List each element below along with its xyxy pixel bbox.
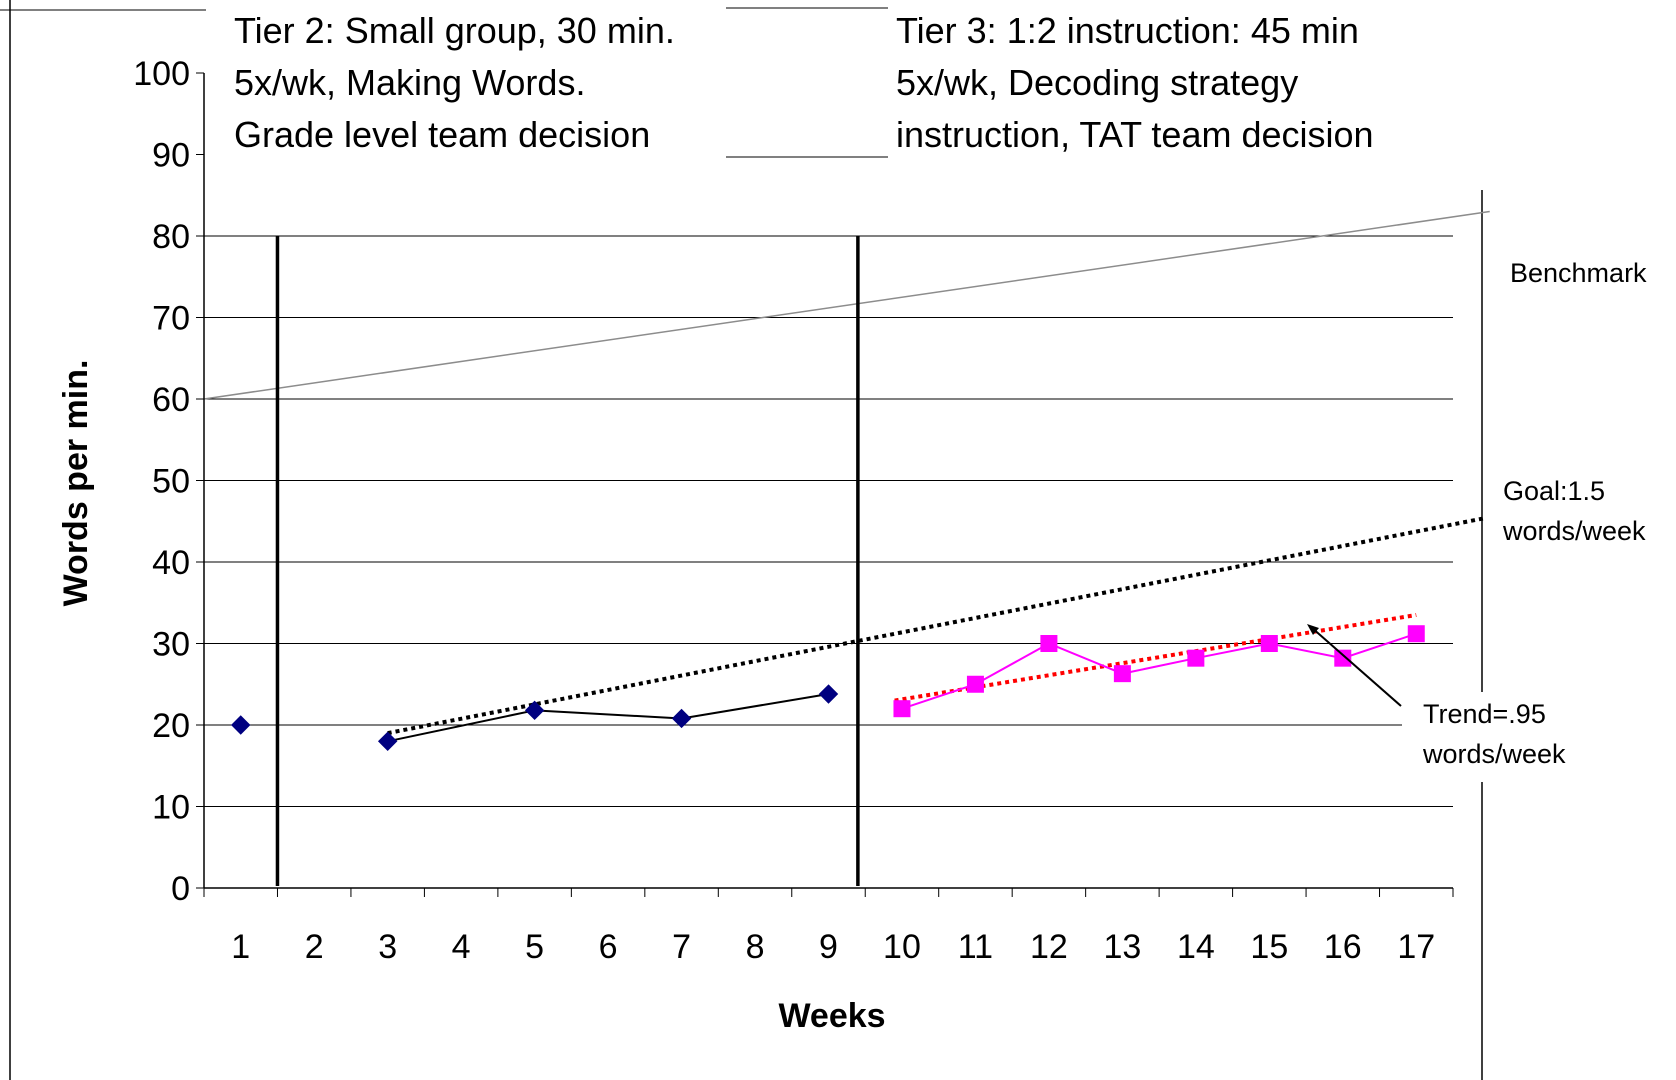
tier2-note: Tier 2: Small group, 30 min. 5x/wk, Maki… bbox=[234, 10, 685, 155]
trend-arrow bbox=[1310, 626, 1402, 707]
tier3-line bbox=[901, 632, 1417, 710]
tier2-note-box bbox=[212, 4, 724, 160]
x-tick-label-13: 13 bbox=[1103, 928, 1141, 966]
tier2-note-line-3: Grade level team decision bbox=[234, 114, 650, 155]
x-tick-label-7: 7 bbox=[672, 928, 691, 966]
trend-arrowhead bbox=[1307, 624, 1319, 635]
y-tick-label-70: 70 bbox=[152, 300, 190, 338]
gridlines bbox=[204, 235, 1453, 807]
tier3-note: Tier 3: 1:2 instruction: 45 min 5x/wk, D… bbox=[896, 10, 1374, 155]
benchmark-line bbox=[203, 210, 1490, 400]
tier2-point-week-7 bbox=[671, 708, 692, 729]
trend-note-line-2: words/week bbox=[1422, 739, 1566, 769]
tier3-note-line-1: Tier 3: 1:2 instruction: 45 min bbox=[896, 10, 1359, 51]
y-tick-label-50: 50 bbox=[152, 463, 190, 501]
tier3-point-week-12 bbox=[1040, 635, 1058, 652]
x-tick-label-5: 5 bbox=[525, 928, 544, 966]
tier3-point-week-13 bbox=[1113, 665, 1131, 683]
y-tick-label-90: 90 bbox=[152, 137, 190, 175]
goal-note-box bbox=[1484, 468, 1676, 550]
x-tick-label-1: 1 bbox=[231, 928, 250, 966]
goal-note: Goal:1.5 words/week bbox=[1502, 476, 1646, 546]
x-tick-label-12: 12 bbox=[1030, 928, 1068, 966]
tier3-note-line-2: 5x/wk, Decoding strategy bbox=[896, 62, 1298, 103]
x-tick-label-6: 6 bbox=[599, 928, 618, 966]
baseline-point-week-1 bbox=[231, 715, 251, 735]
x-tick-label-16: 16 bbox=[1324, 928, 1362, 966]
tier3-note-line-3: instruction, TAT team decision bbox=[896, 114, 1374, 155]
trend-note-box bbox=[1402, 692, 1598, 782]
tier3-point-week-11 bbox=[966, 675, 984, 693]
x-axis-title: Weeks bbox=[778, 997, 885, 1035]
tier3-point-week-10 bbox=[893, 700, 911, 718]
goal-line bbox=[387, 515, 1491, 736]
x-tick-label-15: 15 bbox=[1250, 928, 1288, 966]
y-tick-label-40: 40 bbox=[152, 544, 190, 582]
tier2-note-line-2: 5x/wk, Making Words. bbox=[234, 62, 585, 103]
tier2-point-week-9 bbox=[818, 684, 839, 704]
goal-note-line-1: Goal:1.5 bbox=[1503, 476, 1605, 506]
goal-note-line-2: words/week bbox=[1502, 516, 1646, 546]
x-tick-label-11: 11 bbox=[958, 928, 993, 966]
axes bbox=[196, 72, 1454, 897]
data-series bbox=[231, 625, 1425, 752]
tier3-point-week-16 bbox=[1334, 649, 1352, 667]
trend-note: Trend=.95 words/week bbox=[1422, 699, 1566, 769]
x-tick-label-10: 10 bbox=[883, 928, 921, 966]
x-tick-label-2: 2 bbox=[305, 928, 324, 966]
x-tick-label-17: 17 bbox=[1397, 928, 1435, 966]
y-tick-label-100: 100 bbox=[133, 55, 190, 93]
y-axis-title: Words per min. bbox=[57, 360, 95, 607]
y-tick-label-20: 20 bbox=[152, 707, 190, 745]
x-tick-label-4: 4 bbox=[452, 928, 471, 966]
trend-note-line-1: Trend=.95 bbox=[1423, 699, 1546, 729]
y-tick-label-0: 0 bbox=[171, 870, 190, 908]
y-tick-label-60: 60 bbox=[152, 381, 190, 419]
y-tick-label-30: 30 bbox=[152, 626, 190, 664]
phase-change-lines bbox=[275, 236, 860, 886]
tier3-point-week-17 bbox=[1407, 625, 1425, 643]
y-tick-label-10: 10 bbox=[152, 789, 190, 827]
benchmark-label: Benchmark bbox=[1510, 258, 1647, 288]
x-tick-label-9: 9 bbox=[819, 928, 838, 966]
tier3-point-week-14 bbox=[1187, 649, 1205, 667]
tier2-line bbox=[387, 693, 829, 743]
tier2-point-week-3 bbox=[377, 731, 398, 752]
y-tick-label-80: 80 bbox=[152, 218, 190, 256]
tier3-point-week-15 bbox=[1260, 635, 1278, 652]
x-tick-label-8: 8 bbox=[746, 928, 765, 966]
tier2-note-line-1: Tier 2: Small group, 30 min. bbox=[234, 10, 675, 51]
tier2-point-week-5 bbox=[524, 700, 545, 721]
tier3-note-box bbox=[890, 4, 1430, 160]
x-tick-label-3: 3 bbox=[378, 928, 397, 966]
x-tick-label-14: 14 bbox=[1177, 928, 1215, 966]
